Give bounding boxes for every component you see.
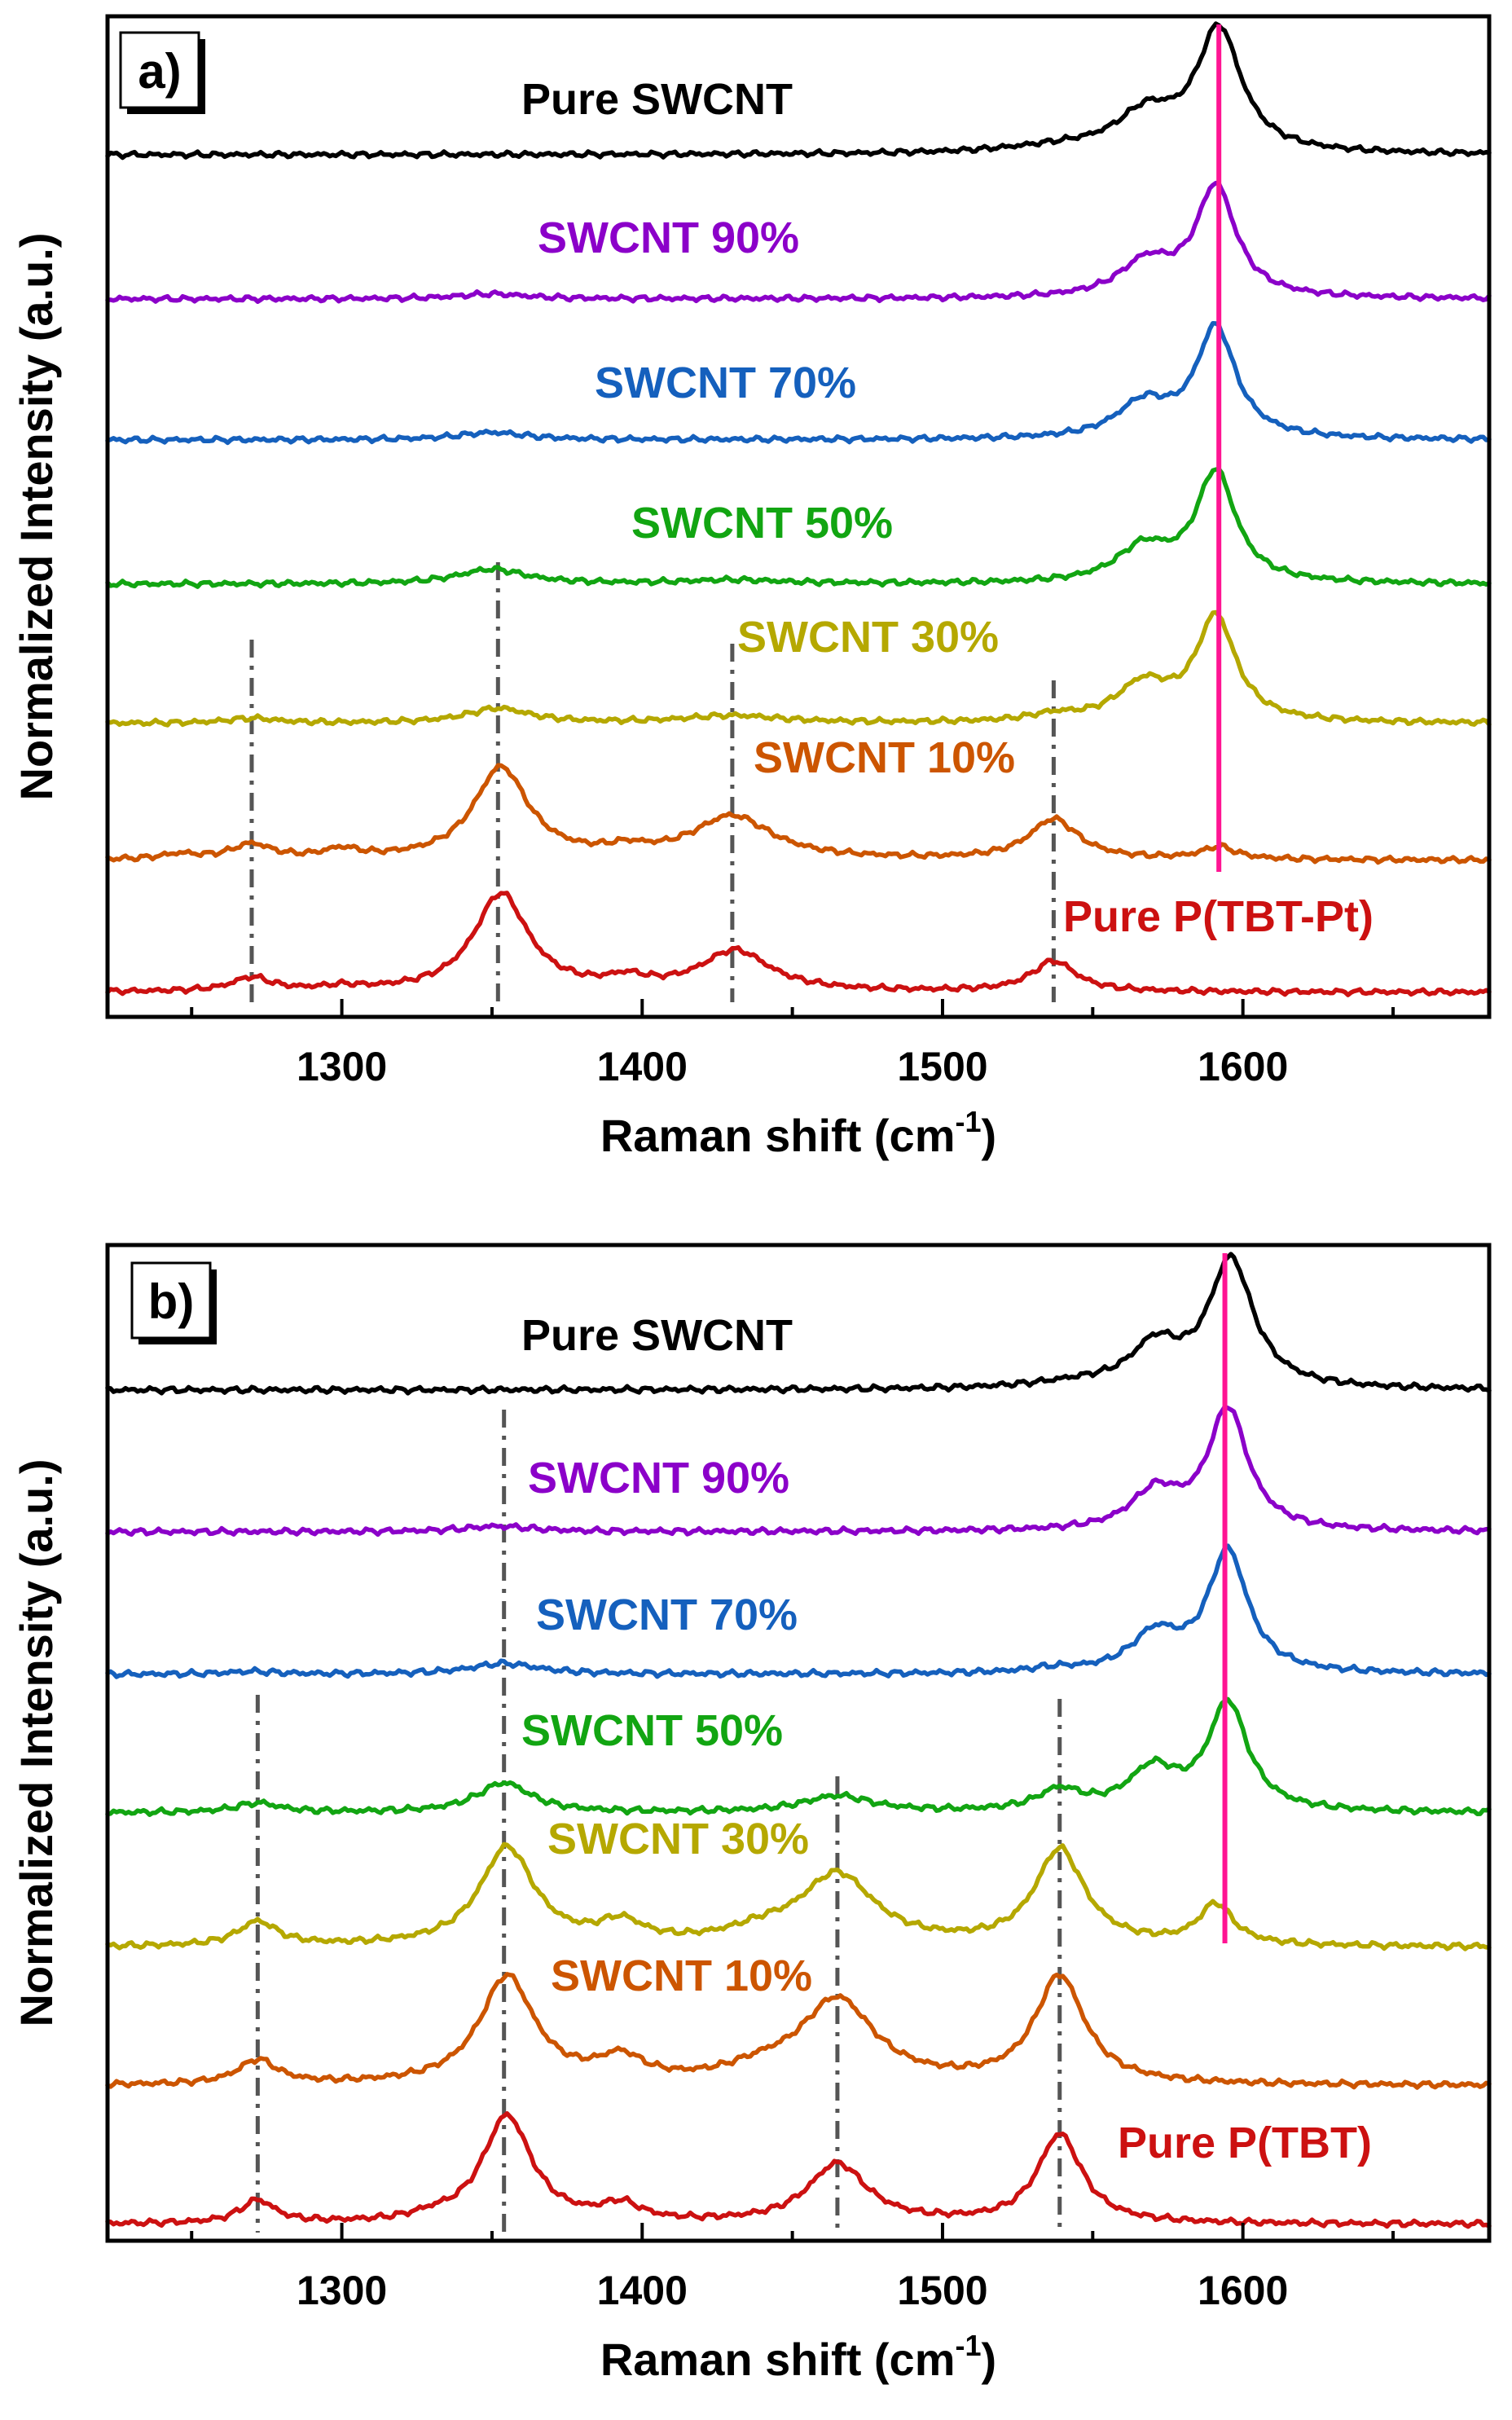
series-line bbox=[105, 609, 1492, 728]
series-label: Pure P(TBT) bbox=[1118, 2119, 1372, 2167]
chart-panel-b: Pure SWCNT SWCNT 90% SWCNT 70% SWCNT 50% SWC… bbox=[11, 1243, 1492, 2385]
series-label: SWCNT 30% bbox=[737, 613, 999, 662]
x-tick-label: 1400 bbox=[597, 2268, 688, 2313]
series-line bbox=[105, 1404, 1492, 1538]
x-tick-label: 1300 bbox=[297, 2268, 387, 2313]
series-label: SWCNT 90% bbox=[538, 213, 799, 262]
x-tick-label: 1300 bbox=[297, 1044, 387, 1089]
series-line bbox=[105, 21, 1492, 161]
series-line bbox=[105, 1543, 1492, 1679]
series-label: Pure SWCNT bbox=[521, 1311, 793, 1360]
x-tick-label: 1600 bbox=[1198, 1044, 1288, 1089]
panel-label: a) bbox=[138, 44, 181, 99]
series-line bbox=[105, 466, 1492, 589]
x-tick-label: 1600 bbox=[1198, 2268, 1288, 2313]
series-line bbox=[105, 763, 1492, 865]
plot-frame bbox=[105, 1243, 1492, 2243]
series-line bbox=[105, 891, 1492, 997]
panel-label: b) bbox=[148, 1274, 195, 1329]
series-label: SWCNT 10% bbox=[754, 733, 1015, 782]
series-label: SWCNT 50% bbox=[521, 1706, 783, 1755]
series-label: SWCNT 50% bbox=[631, 499, 893, 548]
y-axis-title: Normalized Intensity (a.u.) bbox=[11, 1459, 62, 2027]
series-line bbox=[105, 2110, 1492, 2229]
series-label: SWCNT 90% bbox=[528, 1454, 789, 1503]
series-label: SWCNT 70% bbox=[595, 359, 856, 407]
x-tick-label: 1500 bbox=[897, 2268, 987, 2313]
series-label: Pure SWCNT bbox=[521, 75, 793, 124]
series-label: SWCNT 10% bbox=[551, 1951, 812, 2000]
series-line bbox=[105, 1972, 1492, 2090]
x-tick-label: 1500 bbox=[897, 1044, 987, 1089]
chart-panel-a: Pure SWCNT SWCNT 90% SWCNT 70% SWCNT 50% SWC… bbox=[11, 14, 1492, 1161]
series-line bbox=[105, 180, 1492, 304]
series-line bbox=[105, 1841, 1492, 1951]
x-axis-title: Raman shift (cm-1) bbox=[600, 1105, 996, 1161]
x-tick-label: 1400 bbox=[597, 1044, 688, 1089]
series-line bbox=[105, 320, 1492, 446]
y-axis-title: Normalized Intensity (a.u.) bbox=[11, 233, 62, 801]
plot-frame bbox=[105, 14, 1492, 1019]
series-label: SWCNT 70% bbox=[536, 1591, 798, 1639]
series-line bbox=[105, 1252, 1492, 1396]
series-label: Pure P(TBT-Pt) bbox=[1063, 892, 1374, 941]
series-label: SWCNT 30% bbox=[547, 1815, 809, 1863]
series-line bbox=[105, 1696, 1492, 1817]
panel-label-box bbox=[130, 1261, 212, 1340]
panel-label-box bbox=[119, 31, 200, 109]
x-axis-title: Raman shift (cm-1) bbox=[600, 2329, 996, 2385]
